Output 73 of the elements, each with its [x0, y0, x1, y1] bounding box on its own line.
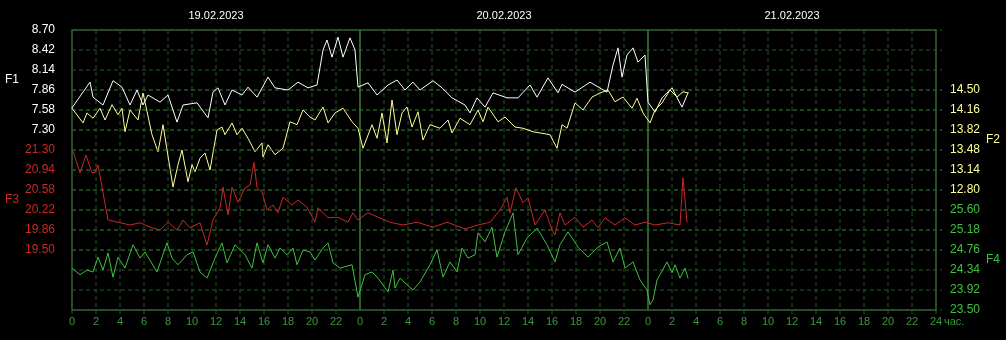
x-tick-label: 8: [164, 315, 172, 327]
x-tick-label: 18: [569, 315, 583, 327]
y2-tick-label: 23.50: [950, 302, 981, 317]
line-series: [71, 212, 689, 306]
y2-tick-label: 24.76: [950, 242, 981, 257]
y-tick-label: 8.70: [31, 22, 56, 37]
x-tick-label: 14: [521, 315, 535, 327]
x-tick-label: 6: [140, 315, 148, 327]
x-tick-label: 20: [305, 315, 319, 327]
line-series: [71, 89, 689, 188]
line-series: [72, 150, 688, 246]
x-tick-label: 2: [668, 315, 676, 327]
y-tick-label: 21.30: [24, 142, 56, 157]
y-tick-label: 7.58: [31, 102, 56, 117]
x-tick-label: 12: [785, 315, 799, 327]
y-tick-label: 20.58: [24, 182, 56, 197]
y-axis-title: F3: [5, 192, 20, 207]
y2-tick-label: 12.80: [950, 182, 981, 197]
x-tick-label: 14: [233, 315, 247, 327]
x2-tick-label: 19.02.2023: [188, 8, 244, 21]
x-tick-label: 8: [740, 315, 748, 327]
x-tick-label: 10: [761, 315, 775, 327]
x-tick-label: 0: [68, 315, 76, 327]
x-tick-label: 2: [380, 315, 388, 327]
x-tick-label: 4: [692, 315, 700, 327]
y2-tick-label: 13.14: [950, 162, 981, 177]
y-axis-title: F1: [5, 72, 20, 87]
x-tick-label: 12: [497, 315, 511, 327]
y2-axis-title: F2: [985, 132, 1001, 147]
y2-tick-label: 14.50: [950, 82, 981, 97]
y-tick-label: 20.22: [24, 202, 56, 217]
y2-tick-label: 14.16: [950, 102, 981, 117]
y-tick-label: 19.50: [24, 242, 56, 257]
y-tick-label: 19.86: [24, 222, 56, 237]
x-tick-label: 16: [257, 315, 271, 327]
x-tick-label: 0: [356, 315, 364, 327]
x-tick-label: 18: [281, 315, 295, 327]
x-tick-label: 20: [593, 315, 607, 327]
y2-tick-label: 13.82: [950, 122, 981, 137]
x2-tick-label: 21.02.2023: [764, 8, 820, 21]
x-tick-label: 18: [857, 315, 871, 327]
y2-axis-title: F4: [985, 252, 1001, 267]
x-tick-label: 24: [929, 315, 943, 327]
y-tick-label: 7.30: [31, 122, 56, 137]
y-tick-label: 8.14: [31, 62, 56, 77]
x-tick-label: 16: [545, 315, 559, 327]
y2-tick-label: 25.60: [950, 202, 981, 217]
x-tick-label: 0: [644, 315, 652, 327]
x-tick-label: 14: [809, 315, 823, 327]
line-series: [71, 36, 689, 123]
x-axis-title: час.: [944, 315, 965, 327]
x-tick-label: 6: [428, 315, 436, 327]
x-tick-label: 8: [452, 315, 460, 327]
y-tick-label: 20.94: [24, 162, 56, 177]
x-tick-label: 4: [404, 315, 412, 327]
x-tick-label: 12: [209, 315, 223, 327]
x-tick-label: 22: [905, 315, 919, 327]
y2-tick-label: 13.48: [950, 142, 981, 157]
x-tick-label: 10: [473, 315, 487, 327]
x2-tick-label: 20.02.2023: [476, 8, 532, 21]
x-tick-label: 10: [185, 315, 199, 327]
x-tick-label: 16: [833, 315, 847, 327]
x-tick-label: 4: [116, 315, 124, 327]
x-tick-label: 2: [92, 315, 100, 327]
x-tick-label: 20: [881, 315, 895, 327]
x-tick-label: 6: [716, 315, 724, 327]
y-tick-label: 8.42: [31, 42, 56, 57]
y2-tick-label: 23.92: [950, 282, 981, 297]
y2-tick-label: 24.34: [950, 262, 981, 277]
x-tick-label: 22: [617, 315, 631, 327]
x-tick-label: 22: [329, 315, 343, 327]
y-tick-label: 7.86: [31, 82, 56, 97]
y2-tick-label: 25.18: [950, 222, 981, 237]
